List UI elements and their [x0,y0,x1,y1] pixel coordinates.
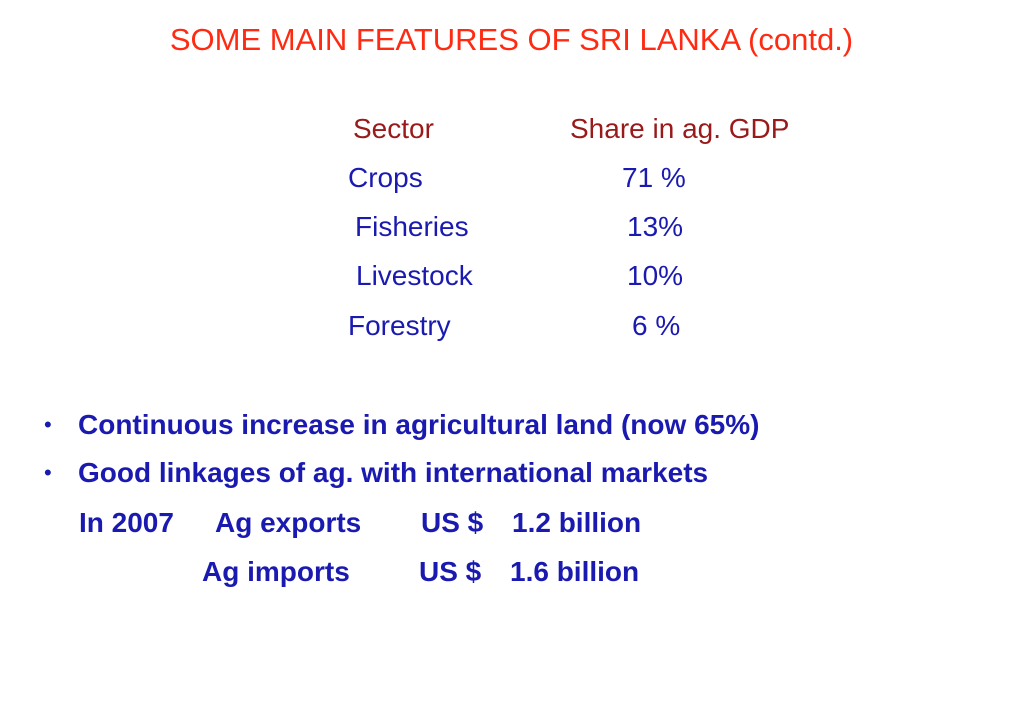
year-label: In 2007 [79,507,174,538]
table-row-share-fisheries: 13% [627,211,684,242]
imports-line: Ag imports US $ 1.6 billion [0,555,1023,589]
table-row-sector-forestry: Forestry [348,310,451,341]
exports-currency: US $ [421,507,484,538]
table-row-sector-livestock: Livestock [356,260,473,291]
imports-currency: US $ [419,556,482,587]
table-row-sector-crops: Crops [348,162,423,193]
imports-label: Ag imports [202,556,350,587]
imports-value: 1.6 billion [510,556,640,587]
table-row-share-livestock: 10% [627,260,684,291]
bullet-dot-icon: • [44,460,52,485]
bullet-land-increase: Continuous increase in agricultural land… [78,409,760,440]
bullet-dot-icon: • [44,412,52,437]
exports-label: Ag exports [215,507,362,538]
table-row-share-forestry: 6 % [632,310,681,341]
slide-title: SOME MAIN FEATURES OF SRI LANKA (contd.) [169,22,854,57]
exports-line: In 2007 Ag exports US $ 1.2 billion [0,506,1023,540]
table-row-share-crops: 71 % [622,162,686,193]
table-header-share: Share in ag. GDP [570,113,790,144]
bullet-market-linkages: Good linkages of ag. with international … [78,457,709,488]
table-header-sector: Sector [353,113,434,144]
exports-value: 1.2 billion [512,507,642,538]
table-row-sector-fisheries: Fisheries [355,211,469,242]
